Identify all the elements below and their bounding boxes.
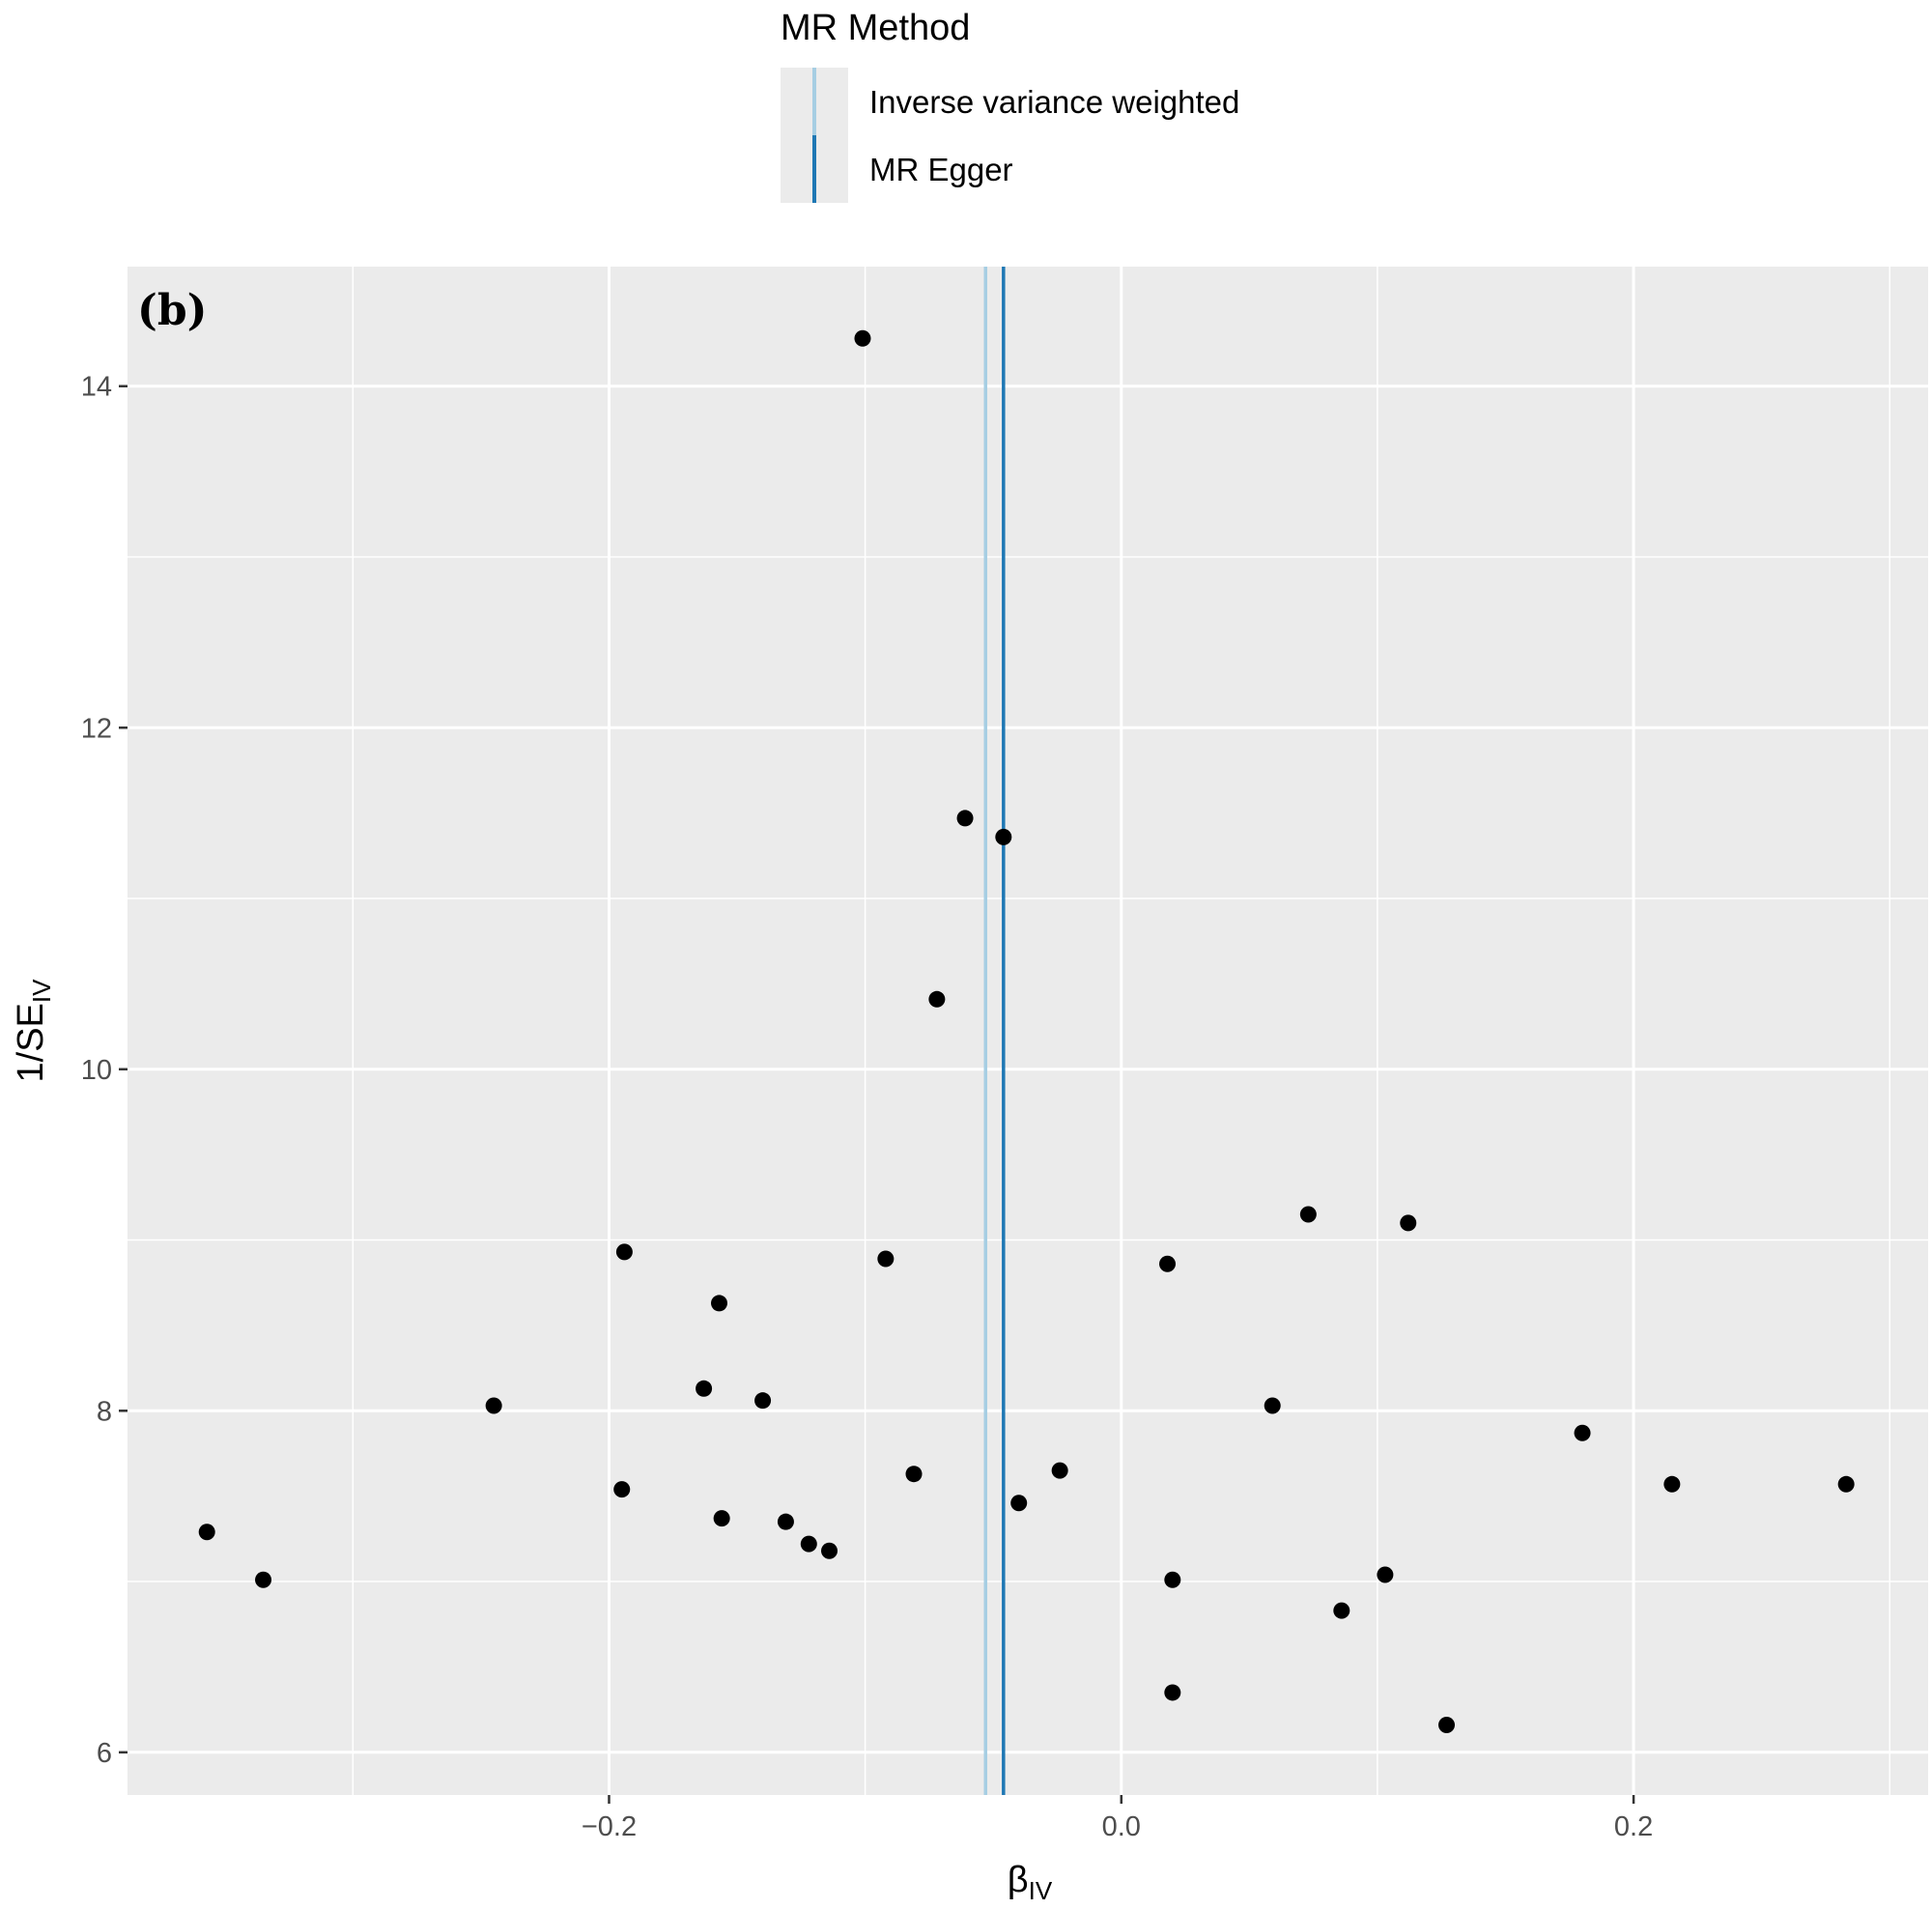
grid-major — [128, 267, 1928, 1795]
panel-label: (b) — [137, 286, 207, 335]
y-axis-title-base: 1/SE — [11, 1003, 51, 1082]
data-point — [877, 1250, 895, 1268]
legend-title: MR Method — [781, 8, 970, 48]
x-tick-label: −0.2 — [582, 1811, 637, 1842]
data-point — [1377, 1566, 1394, 1583]
data-point — [1264, 1397, 1281, 1414]
y-tick-label: 10 — [81, 1055, 112, 1086]
data-point — [198, 1524, 215, 1541]
data-point — [1663, 1475, 1681, 1493]
method-lines — [983, 267, 1006, 1795]
data-point — [1333, 1602, 1350, 1619]
y-axis-title-sub: IV — [27, 979, 56, 1003]
x-axis-title-base: β — [1008, 1860, 1029, 1900]
y-tick-label: 12 — [81, 713, 112, 744]
data-point — [956, 810, 974, 827]
data-point — [1574, 1424, 1591, 1441]
data-point — [1164, 1571, 1181, 1588]
x-axis-title: βIV — [1008, 1860, 1053, 1905]
data-point — [754, 1392, 772, 1410]
data-point — [1438, 1717, 1456, 1734]
legend-label-egger: MR Egger — [869, 152, 1013, 187]
y-axis-title: 1/SEIV — [11, 979, 56, 1083]
grid-minor — [128, 267, 1928, 1795]
data-point — [1164, 1684, 1181, 1701]
data-point — [255, 1571, 272, 1588]
legend-label-ivw: Inverse variance weighted — [869, 84, 1239, 120]
data-point — [854, 329, 871, 347]
x-axis: −0.2 0.0 0.2 — [582, 1795, 1653, 1842]
data-point — [1299, 1206, 1317, 1223]
plot-panel — [128, 267, 1928, 1795]
data-point — [713, 1510, 730, 1527]
y-tick-label: 6 — [97, 1738, 112, 1769]
data-point — [995, 828, 1012, 845]
data-point — [710, 1295, 727, 1312]
x-tick-label: 0.0 — [1102, 1811, 1141, 1842]
data-point — [615, 1243, 633, 1261]
data-point — [1010, 1495, 1028, 1512]
data-point — [1051, 1462, 1068, 1479]
data-point — [696, 1380, 713, 1397]
data-point — [1400, 1214, 1417, 1232]
x-axis-title-sub: IV — [1029, 1876, 1053, 1905]
data-point — [1159, 1255, 1177, 1272]
data-point — [800, 1535, 817, 1553]
data-points — [198, 329, 1855, 1734]
y-axis: 6 8 10 12 14 — [81, 372, 128, 1769]
data-point — [777, 1513, 794, 1530]
data-point — [1837, 1475, 1855, 1493]
data-point — [485, 1397, 502, 1414]
y-tick-label: 14 — [81, 372, 112, 403]
x-tick-label: 0.2 — [1614, 1811, 1653, 1842]
data-point — [905, 1466, 923, 1483]
data-point — [613, 1481, 631, 1498]
data-point — [928, 990, 946, 1008]
y-tick-label: 8 — [97, 1396, 112, 1427]
data-point — [821, 1542, 838, 1559]
legend: MR Method Inverse variance weighted MR E… — [781, 8, 1239, 203]
